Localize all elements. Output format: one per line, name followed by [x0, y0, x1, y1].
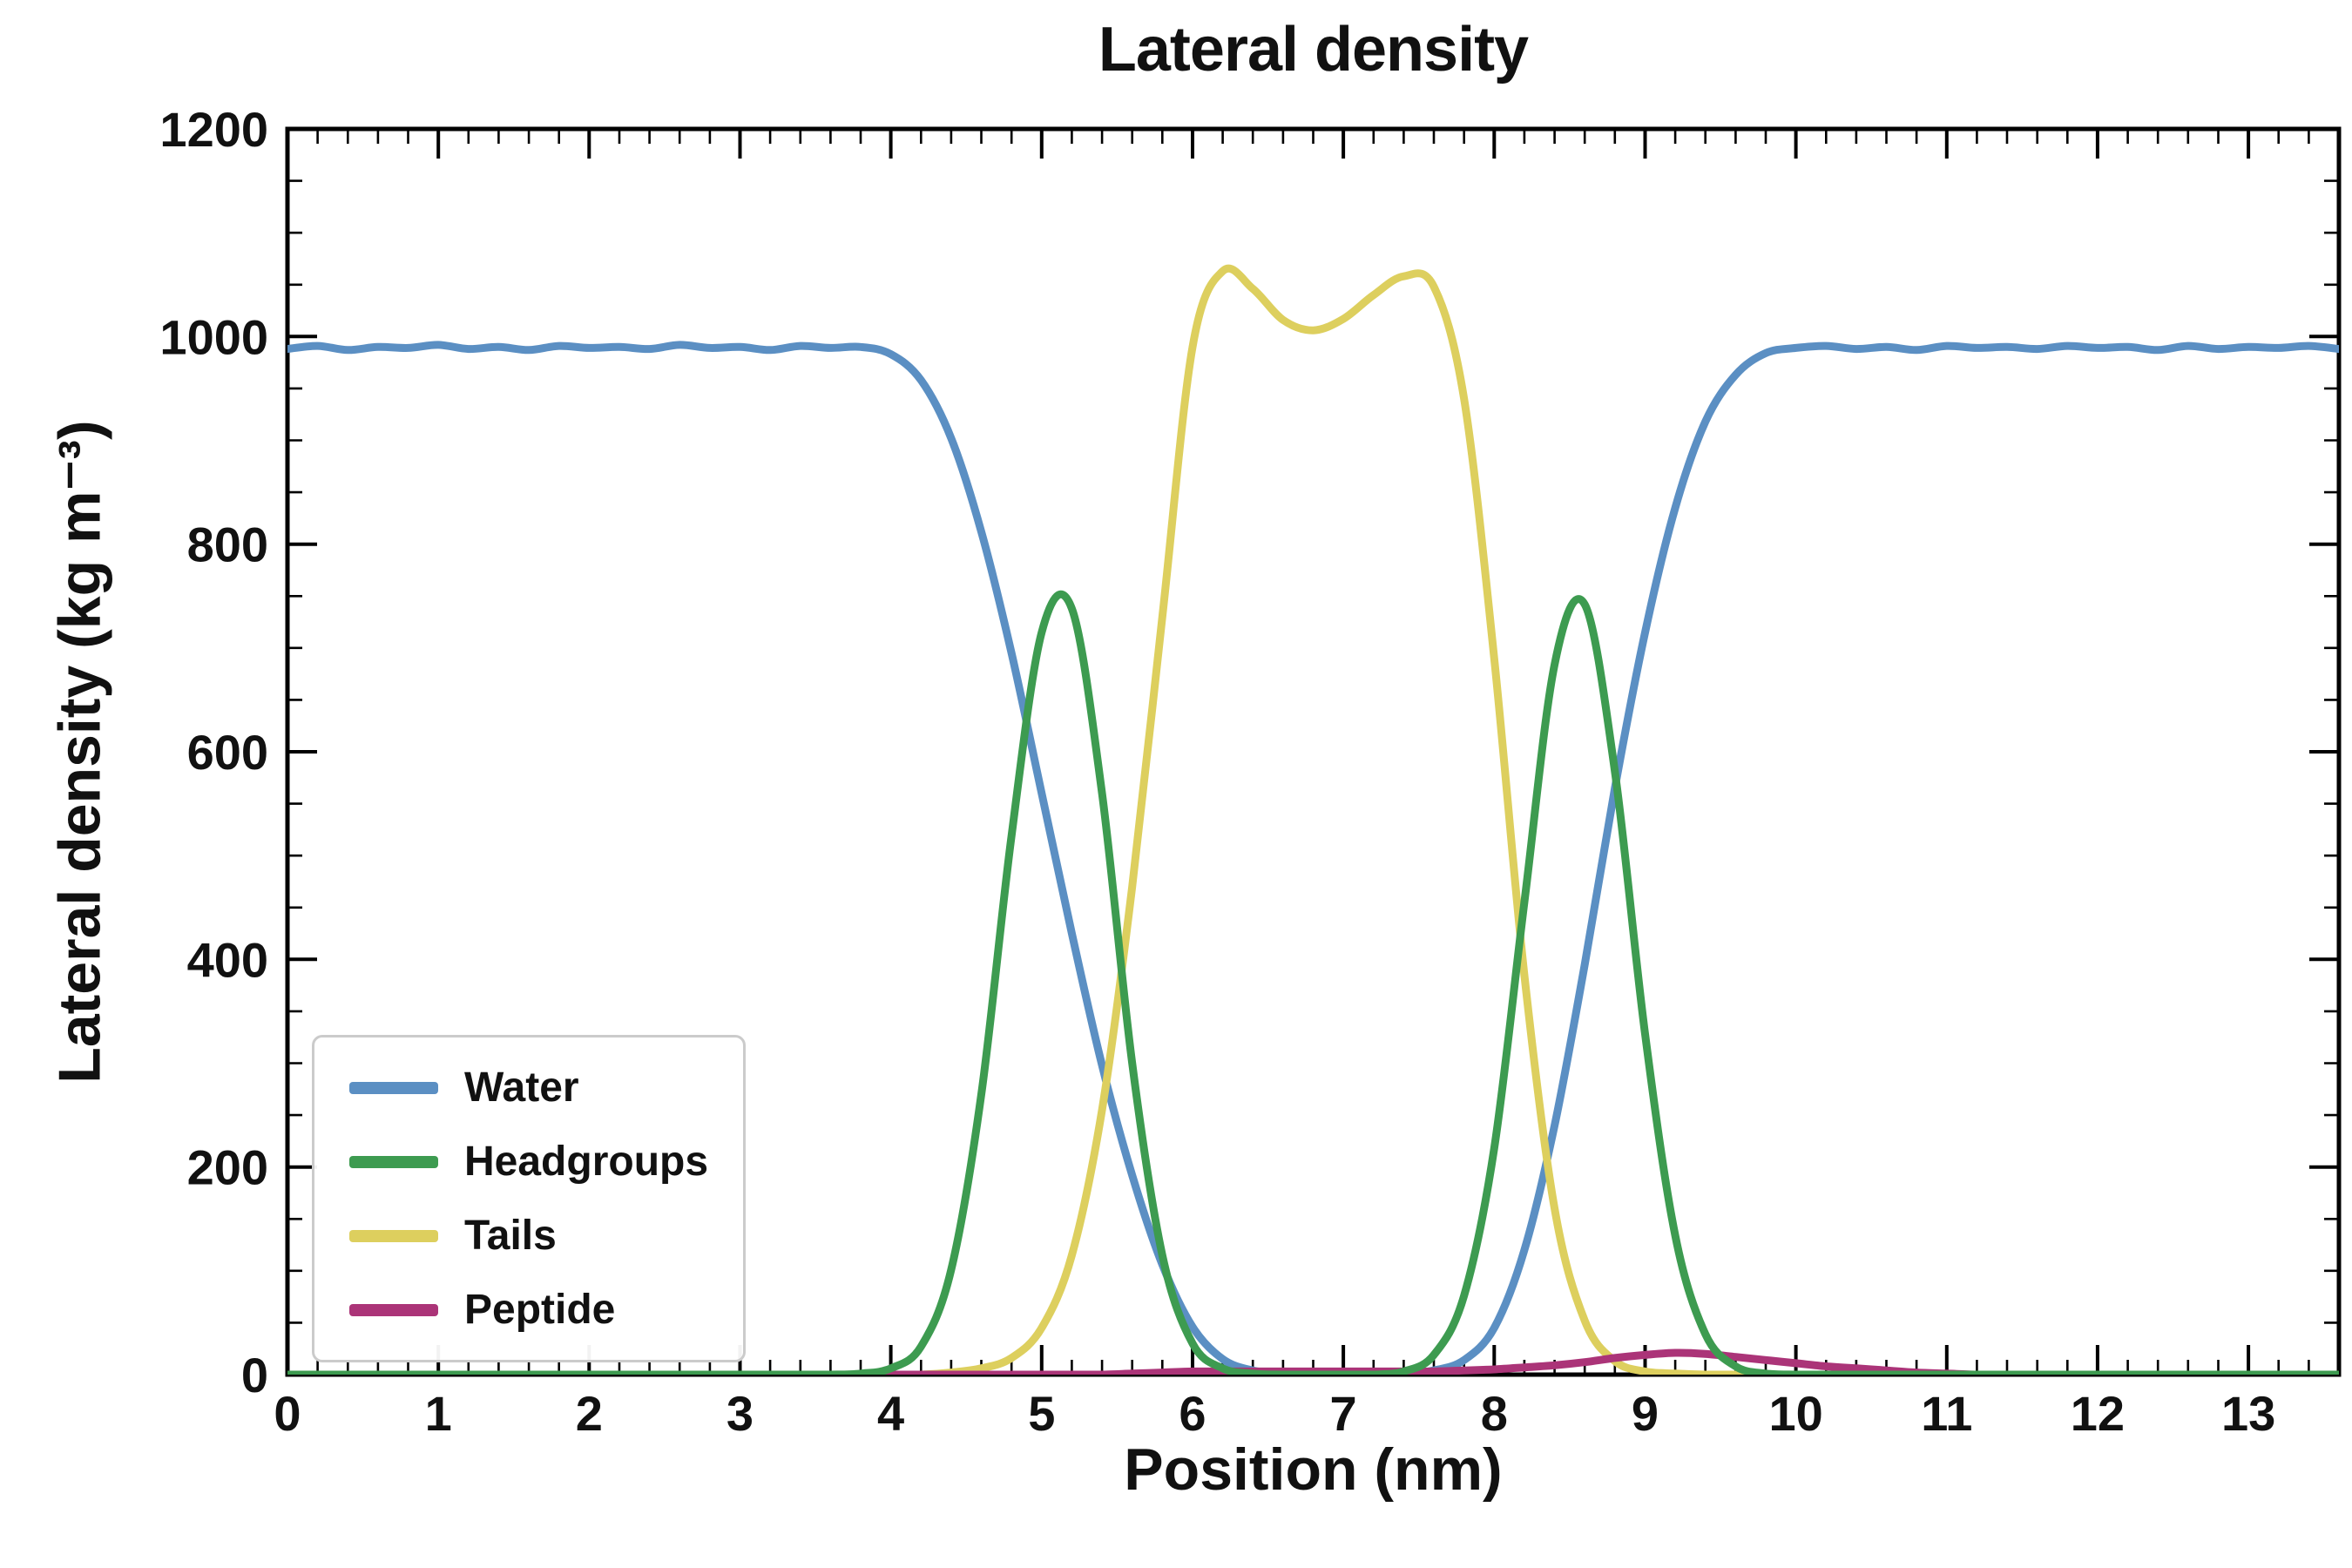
y-tick-label: 200 [187, 1140, 268, 1195]
x-tick-label: 12 [2071, 1386, 2125, 1441]
legend-item-water: Water [349, 1064, 708, 1112]
legend: Water Headgroups Tails Peptide [312, 1035, 747, 1362]
legend-item-peptide: Peptide [349, 1286, 708, 1334]
legend-swatch-headgroups [349, 1155, 438, 1168]
legend-swatch-peptide [349, 1303, 438, 1316]
x-tick-label: 11 [1921, 1386, 1972, 1441]
x-tick-label: 9 [1632, 1386, 1659, 1441]
y-tick-label: 800 [187, 517, 268, 572]
x-tick-label: 4 [877, 1386, 904, 1441]
legend-label-tails: Tails [464, 1213, 557, 1259]
legend-label-peptide: Peptide [464, 1287, 616, 1333]
legend-item-tails: Tails [349, 1212, 708, 1260]
x-tick-label: 0 [274, 1386, 301, 1441]
x-tick-label: 6 [1179, 1386, 1206, 1441]
x-tick-label: 3 [727, 1386, 754, 1441]
y-tick-label: 600 [187, 725, 268, 780]
legend-label-headgroups: Headgroups [464, 1139, 709, 1185]
series-water [287, 341, 2339, 1375]
y-tick-label: 1200 [159, 102, 268, 157]
y-tick-label: 1000 [159, 309, 268, 364]
x-tick-label: 8 [1481, 1386, 1508, 1441]
x-tick-label: 10 [1768, 1386, 1822, 1441]
y-tick-label: 0 [241, 1348, 268, 1402]
x-tick-label: 13 [2221, 1386, 2275, 1441]
x-axis-label: Position (nm) [1124, 1436, 1503, 1503]
legend-swatch-tails [349, 1229, 438, 1242]
x-tick-label: 2 [576, 1386, 603, 1441]
x-tick-label: 7 [1330, 1386, 1357, 1441]
y-tick-label: 400 [187, 932, 268, 987]
chart-title: Lateral density [1098, 15, 1529, 84]
legend-label-water: Water [464, 1064, 579, 1111]
legend-item-headgroups: Headgroups [349, 1138, 708, 1186]
x-tick-label: 5 [1028, 1386, 1055, 1441]
x-tick-label: 1 [425, 1386, 452, 1441]
series-tails [287, 264, 2339, 1375]
legend-swatch-water [349, 1081, 438, 1094]
